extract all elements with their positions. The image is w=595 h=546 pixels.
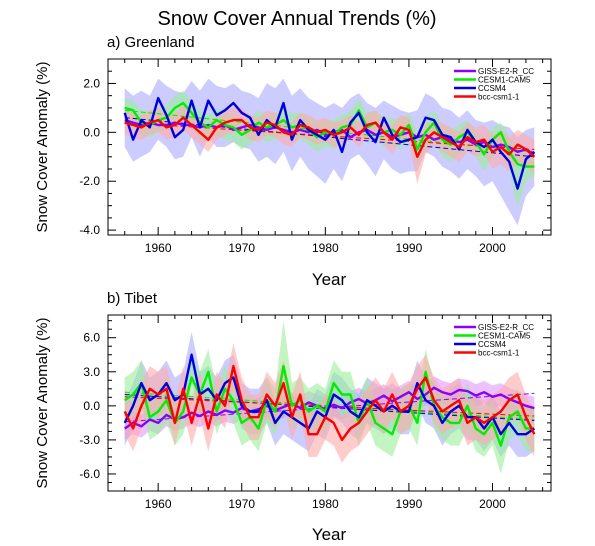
- y-axis-label: Snow Cover Anomaly (%): [34, 62, 51, 233]
- series-line-CESM1-CAM5: [124, 364, 535, 447]
- panel-greenland: a) Greenland 1960 1970 1980 1990 2000 2.0 0.0 -…: [34, 34, 552, 289]
- legend-label: GISS-E2-R_CC: [478, 323, 534, 332]
- y-tick-label: -3.0: [79, 433, 100, 447]
- x-tick-label: 1970: [228, 241, 255, 255]
- trend-line-0: [124, 109, 535, 153]
- x-tick-label: 1960: [145, 497, 172, 511]
- legend-label: CESM1-CAM5: [478, 332, 531, 341]
- plot-frame: [107, 58, 552, 236]
- y-tick-label: 0.0: [83, 399, 100, 413]
- legend-label: CESM1-CAM5: [478, 76, 531, 85]
- panel-label: b) Tibet: [107, 290, 158, 307]
- x-tick-label: 2000: [479, 497, 506, 511]
- x-tick-label: 1980: [312, 241, 339, 255]
- y-tick-label: 0.0: [83, 125, 100, 139]
- axes: 1960 1970 1980 1990 2000 2.0 0.0 -2.0 -4.0: [79, 58, 551, 255]
- x-axis-label: Year: [312, 270, 347, 289]
- trend-line-1: [124, 393, 535, 422]
- legend-label: CCSM4: [478, 340, 507, 349]
- series-line-CCSM4: [123, 96, 536, 190]
- y-tick-label: 6.0: [83, 331, 100, 345]
- trend-line-0: [124, 391, 535, 420]
- series-lines: [123, 96, 536, 190]
- trend-line-2: [124, 396, 535, 417]
- y-tick-label: 3.0: [83, 365, 100, 379]
- spread-bands: [124, 78, 535, 226]
- x-tick-label: 1990: [396, 241, 423, 255]
- y-tick-label: -6.0: [79, 467, 100, 481]
- series-line-bcc-csm1-1: [124, 116, 536, 159]
- legend-label: bcc-csm1-1: [478, 93, 520, 102]
- y-tick-label: -4.0: [79, 223, 100, 237]
- series-line-CCSM4: [123, 353, 535, 436]
- y-axis-label: Snow Cover Anomaly (%): [34, 318, 51, 489]
- x-tick-label: 2000: [479, 241, 506, 255]
- figure-title: Snow Cover Annual Trends (%): [157, 8, 436, 30]
- panel-label: a) Greenland: [107, 34, 195, 51]
- y-tick-label: 2.0: [83, 76, 100, 90]
- x-tick-label: 1960: [145, 241, 172, 255]
- axes: 1960 1970 1980 1990 2000 6.0 3.0 0.0 -3.0 -6.0: [79, 315, 551, 511]
- y-tick-label: -2.0: [79, 174, 100, 188]
- legend-label: bcc-csm1-1: [478, 349, 520, 358]
- legend-label: GISS-E2-R_CC: [478, 67, 534, 76]
- plot-frame: [107, 314, 552, 492]
- x-axis-label: Year: [312, 525, 347, 544]
- x-tick-label: 1990: [396, 497, 423, 511]
- x-tick-label: 1970: [228, 497, 255, 511]
- legend-label: CCSM4: [478, 84, 507, 93]
- panel-tibet: b) Tibet 1960 1970 1980 1990 2000 6.0 3.0 0.0 -3…: [34, 290, 552, 544]
- x-tick-label: 1980: [312, 497, 339, 511]
- series-line-bcc-csm1-1: [123, 364, 536, 442]
- series-lines: [123, 353, 536, 447]
